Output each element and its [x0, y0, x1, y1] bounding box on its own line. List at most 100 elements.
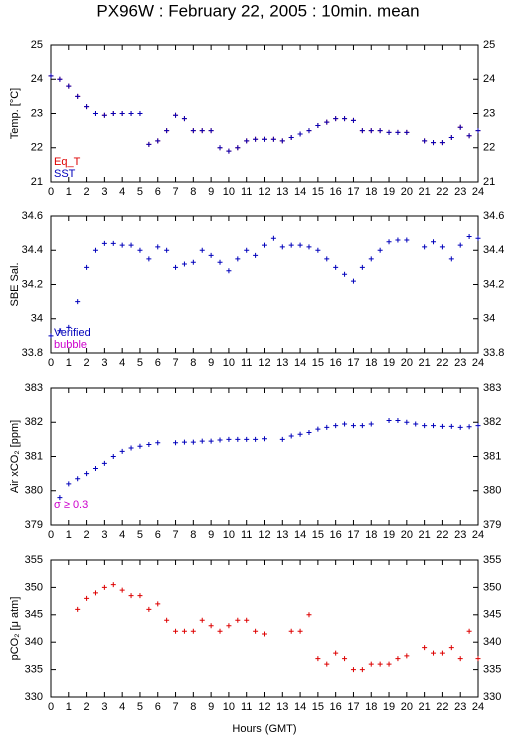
- data-point: [297, 131, 303, 137]
- x-tick-label: 1: [66, 357, 72, 369]
- data-point: [413, 421, 419, 427]
- data-point: [84, 104, 90, 110]
- x-tick-label: 20: [401, 186, 413, 198]
- x-tick-label: 9: [208, 186, 214, 198]
- data-point: [92, 465, 98, 471]
- y2-tick-label: 335: [483, 664, 501, 676]
- data-point: [395, 237, 401, 243]
- data-point: [253, 136, 259, 142]
- x-tick-label: 2: [84, 357, 90, 369]
- data-point: [439, 650, 445, 656]
- data-point: [270, 136, 276, 142]
- x-tick-label: 19: [383, 701, 395, 713]
- x-tick-label: 19: [383, 357, 395, 369]
- data-point: [164, 128, 170, 134]
- x-tick-label: 10: [223, 186, 235, 198]
- y-tick-label: 382: [25, 416, 43, 428]
- data-point: [297, 628, 303, 634]
- y-axis-label: SBE Sal.: [9, 262, 21, 306]
- x-tick-label: 21: [419, 701, 431, 713]
- data-point: [324, 424, 330, 430]
- data-point: [137, 443, 143, 449]
- x-tick-label: 4: [119, 701, 125, 713]
- x-tick-label: 24: [472, 529, 484, 541]
- data-point: [315, 426, 321, 432]
- x-tick-label: 23: [454, 186, 466, 198]
- y-tick-label: 34.6: [22, 210, 43, 222]
- data-point: [119, 242, 125, 248]
- data-point: [110, 240, 116, 246]
- x-tick-label: 10: [223, 357, 235, 369]
- x-tick-label: 5: [137, 186, 143, 198]
- legend-entry: Eq_T: [54, 156, 81, 168]
- data-point: [288, 242, 294, 248]
- data-point: [297, 431, 303, 437]
- data-point: [208, 623, 214, 629]
- y-tick-label: 381: [25, 450, 43, 462]
- data-point: [173, 264, 179, 270]
- x-tick-label: 8: [190, 186, 196, 198]
- y-tick-label: 34: [31, 313, 43, 325]
- y2-tick-label: 34: [483, 313, 495, 325]
- data-point: [288, 433, 294, 439]
- data-point: [422, 423, 428, 429]
- data-point: [181, 261, 187, 267]
- data-point: [359, 128, 365, 134]
- x-tick-label: 14: [294, 701, 306, 713]
- data-point: [137, 111, 143, 116]
- x-tick-label: 17: [347, 701, 359, 713]
- x-tick-label: 1: [66, 701, 72, 713]
- data-point: [101, 584, 107, 590]
- x-tick-label: 2: [84, 701, 90, 713]
- data-point: [279, 436, 285, 442]
- data-point: [190, 439, 196, 445]
- y-tick-label: 34.2: [22, 278, 43, 290]
- data-point: [84, 264, 90, 270]
- data-point: [404, 237, 410, 243]
- legend-entry: SST: [54, 168, 76, 180]
- y2-tick-label: 355: [483, 554, 501, 566]
- data-point: [422, 244, 428, 250]
- x-tick-label: 2: [84, 529, 90, 541]
- data-point: [199, 128, 205, 134]
- data-point: [199, 247, 205, 253]
- x-tick-label: 14: [294, 186, 306, 198]
- x-tick-label: 7: [172, 186, 178, 198]
- data-point: [244, 247, 250, 253]
- x-tick-label: 17: [347, 357, 359, 369]
- x-tick-label: 18: [365, 186, 377, 198]
- legend-entry: Verified: [54, 327, 91, 339]
- x-tick-label: 17: [347, 186, 359, 198]
- data-point: [75, 93, 81, 99]
- data-point: [199, 617, 205, 623]
- data-point: [253, 628, 259, 634]
- data-point: [315, 247, 321, 253]
- data-point: [475, 235, 481, 241]
- data-point: [164, 617, 170, 623]
- data-point: [439, 244, 445, 250]
- x-tick-label: 11: [241, 701, 252, 713]
- x-tick-label: 21: [419, 186, 431, 198]
- data-point: [84, 471, 90, 477]
- x-tick-label: 13: [276, 186, 288, 198]
- x-tick-label: 3: [101, 529, 107, 541]
- y2-tick-label: 381: [483, 450, 501, 462]
- data-point: [457, 424, 463, 430]
- data-point: [155, 138, 161, 144]
- data-point: [253, 252, 259, 258]
- x-tick-label: 15: [312, 186, 324, 198]
- data-point: [48, 333, 54, 339]
- data-point: [164, 247, 170, 253]
- data-point: [466, 234, 472, 240]
- data-point: [350, 667, 356, 673]
- x-tick-label: 18: [365, 357, 377, 369]
- data-point: [137, 593, 143, 599]
- x-tick-label: 4: [119, 357, 125, 369]
- y-tick-label: 21: [31, 176, 43, 188]
- data-point: [270, 235, 276, 241]
- data-point: [386, 418, 392, 424]
- x-tick-label: 5: [137, 701, 143, 713]
- y-tick-label: 355: [25, 554, 43, 566]
- data-point: [84, 595, 90, 601]
- data-point: [439, 140, 445, 146]
